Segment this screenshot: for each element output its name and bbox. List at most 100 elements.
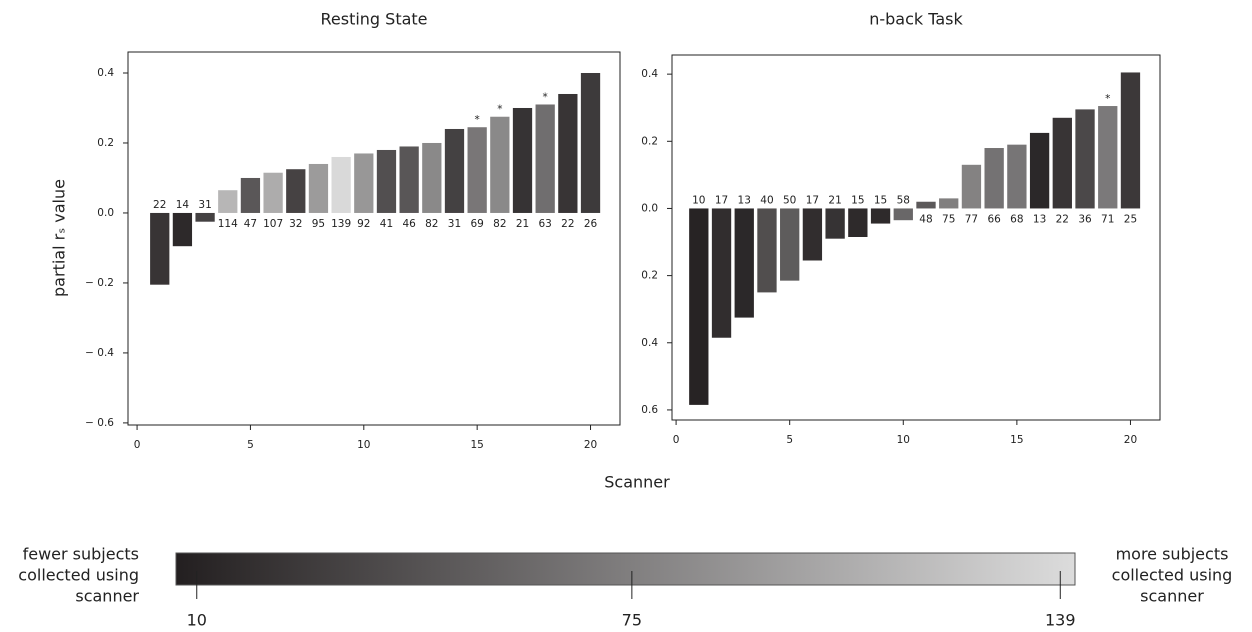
- count-label: 36: [1078, 213, 1092, 225]
- count-label: 75: [942, 213, 955, 225]
- count-label: 46: [402, 218, 416, 230]
- significance-star: *: [475, 114, 480, 126]
- y-tick-label: 0.2: [641, 135, 658, 147]
- count-label: 21: [516, 218, 529, 230]
- count-label: 114: [218, 218, 238, 230]
- bar: [893, 208, 913, 221]
- bar: [916, 201, 936, 209]
- count-label: 13: [738, 194, 751, 206]
- x-tick-label: 15: [1010, 434, 1023, 446]
- bar: [263, 172, 283, 213]
- count-label: 31: [198, 199, 211, 211]
- x-tick-label: 20: [1124, 434, 1137, 446]
- colorbar-tick-label: 139: [1045, 611, 1076, 630]
- bar: [354, 153, 374, 213]
- count-label: 82: [493, 218, 506, 230]
- count-label: 139: [331, 218, 351, 230]
- count-label: 71: [1101, 213, 1114, 225]
- colorbar-left-label: scanner: [75, 587, 139, 606]
- y-tick-label: 0.4: [641, 337, 658, 349]
- y-tick-label: 0.0: [97, 207, 114, 219]
- count-label: 68: [1010, 213, 1023, 225]
- plot-frame: [127, 51, 621, 426]
- x-tick-label: 10: [897, 434, 910, 446]
- bar: [961, 164, 982, 209]
- bar: [711, 208, 732, 338]
- y-tick-label: − 0.2: [85, 277, 114, 289]
- colorbar-left-label: fewer subjects: [23, 545, 139, 564]
- count-label: 31: [448, 218, 461, 230]
- y-tick-label: 0.4: [641, 68, 658, 80]
- count-label: 66: [987, 213, 1001, 225]
- colorbar-right-label: collected using: [1112, 566, 1233, 585]
- bar: [558, 93, 578, 213]
- count-label: 77: [965, 213, 978, 225]
- bar: [512, 107, 533, 213]
- count-label: 47: [244, 218, 257, 230]
- x-tick-label: 5: [786, 434, 793, 446]
- count-label: 10: [692, 194, 705, 206]
- count-label: 63: [538, 218, 551, 230]
- count-label: 14: [176, 199, 190, 211]
- x-axis-label: Scanner: [604, 473, 670, 492]
- bar: [240, 177, 261, 213]
- count-label: 22: [153, 199, 166, 211]
- bar: [490, 116, 510, 213]
- colorbar-right-label: more subjects: [1116, 545, 1229, 564]
- significance-star: *: [543, 91, 548, 103]
- colorbar-right-label: scanner: [1140, 587, 1204, 606]
- count-label: 22: [1056, 213, 1069, 225]
- bar: [802, 208, 823, 261]
- y-tick-label: 0.2: [641, 270, 658, 282]
- bar: [689, 208, 709, 405]
- count-label: 17: [806, 194, 819, 206]
- count-label: 69: [470, 218, 483, 230]
- count-label: 50: [783, 194, 796, 206]
- count-label: 107: [263, 218, 283, 230]
- x-tick-label: 5: [247, 439, 254, 451]
- count-label: 92: [357, 218, 370, 230]
- count-label: 22: [561, 218, 574, 230]
- bar: [444, 128, 465, 213]
- y-tick-label: 0.2: [97, 137, 114, 149]
- count-label: 21: [828, 194, 841, 206]
- bar: [535, 104, 555, 213]
- colorbar: [175, 552, 1076, 586]
- bar: [422, 142, 442, 213]
- colorbar-tick-label: 10: [187, 611, 207, 630]
- bar: [399, 146, 419, 213]
- x-tick-label: 0: [673, 434, 680, 446]
- y-tick-label: 0.0: [641, 202, 658, 214]
- count-label: 82: [425, 218, 438, 230]
- colorbar-tick-label: 75: [622, 611, 642, 630]
- bar: [1007, 144, 1027, 209]
- count-label: 32: [289, 218, 302, 230]
- count-label: 26: [584, 218, 598, 230]
- y-tick-label: − 0.6: [85, 417, 114, 429]
- bar: [172, 212, 193, 247]
- y-tick-label: 0.6: [641, 404, 658, 416]
- x-tick-label: 15: [470, 439, 483, 451]
- bar: [848, 208, 868, 237]
- bar: [286, 169, 306, 213]
- count-label: 15: [874, 194, 887, 206]
- x-tick-label: 0: [134, 439, 141, 451]
- bar: [734, 208, 754, 318]
- bar: [984, 148, 1004, 209]
- count-label: 58: [897, 194, 910, 206]
- x-tick-label: 10: [357, 439, 370, 451]
- bar: [1029, 132, 1050, 209]
- bar: [1075, 109, 1095, 209]
- count-label: 25: [1124, 213, 1137, 225]
- bar: [1120, 72, 1141, 209]
- y-tick-label: 0.4: [97, 67, 114, 79]
- bar: [150, 212, 170, 285]
- bar: [939, 198, 959, 209]
- bar: [308, 163, 329, 213]
- significance-star: *: [1105, 93, 1110, 105]
- count-label: 48: [919, 213, 932, 225]
- count-label: 95: [312, 218, 325, 230]
- bar: [331, 156, 351, 213]
- count-label: 40: [760, 194, 773, 206]
